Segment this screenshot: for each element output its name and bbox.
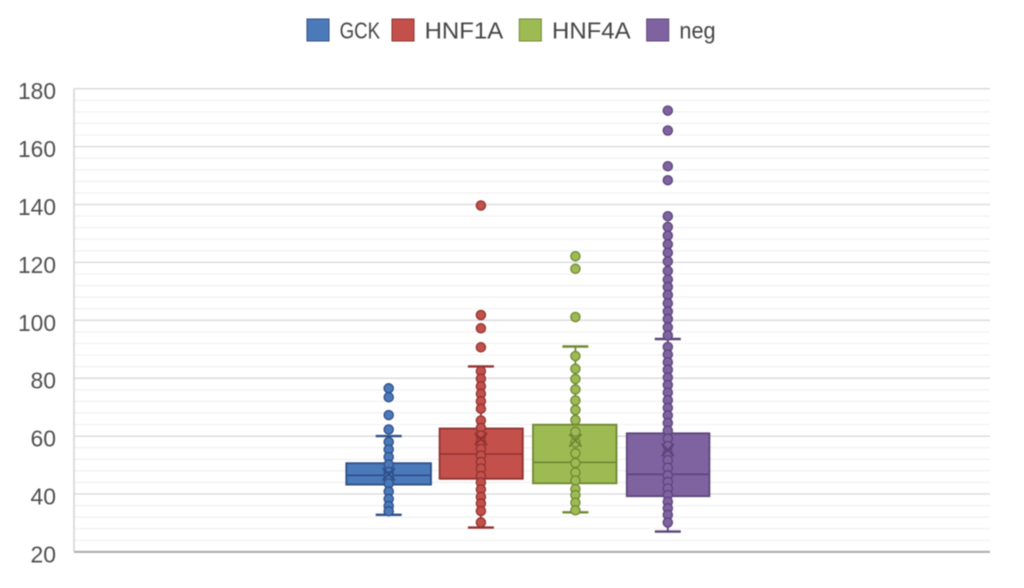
svg-text:180: 180 bbox=[18, 78, 56, 104]
svg-text:HNF4A: HNF4A bbox=[552, 18, 631, 44]
svg-text:40: 40 bbox=[31, 484, 57, 510]
svg-text:HNF1A: HNF1A bbox=[425, 18, 504, 44]
svg-text:100: 100 bbox=[18, 310, 56, 336]
svg-text:20: 20 bbox=[31, 541, 57, 567]
svg-text:60: 60 bbox=[31, 426, 57, 452]
svg-text:160: 160 bbox=[18, 136, 56, 162]
svg-text:GCK: GCK bbox=[340, 18, 381, 44]
svg-text:neg: neg bbox=[679, 18, 715, 44]
svg-text:120: 120 bbox=[18, 252, 56, 278]
svg-text:140: 140 bbox=[18, 194, 56, 220]
svg-text:80: 80 bbox=[31, 368, 57, 394]
